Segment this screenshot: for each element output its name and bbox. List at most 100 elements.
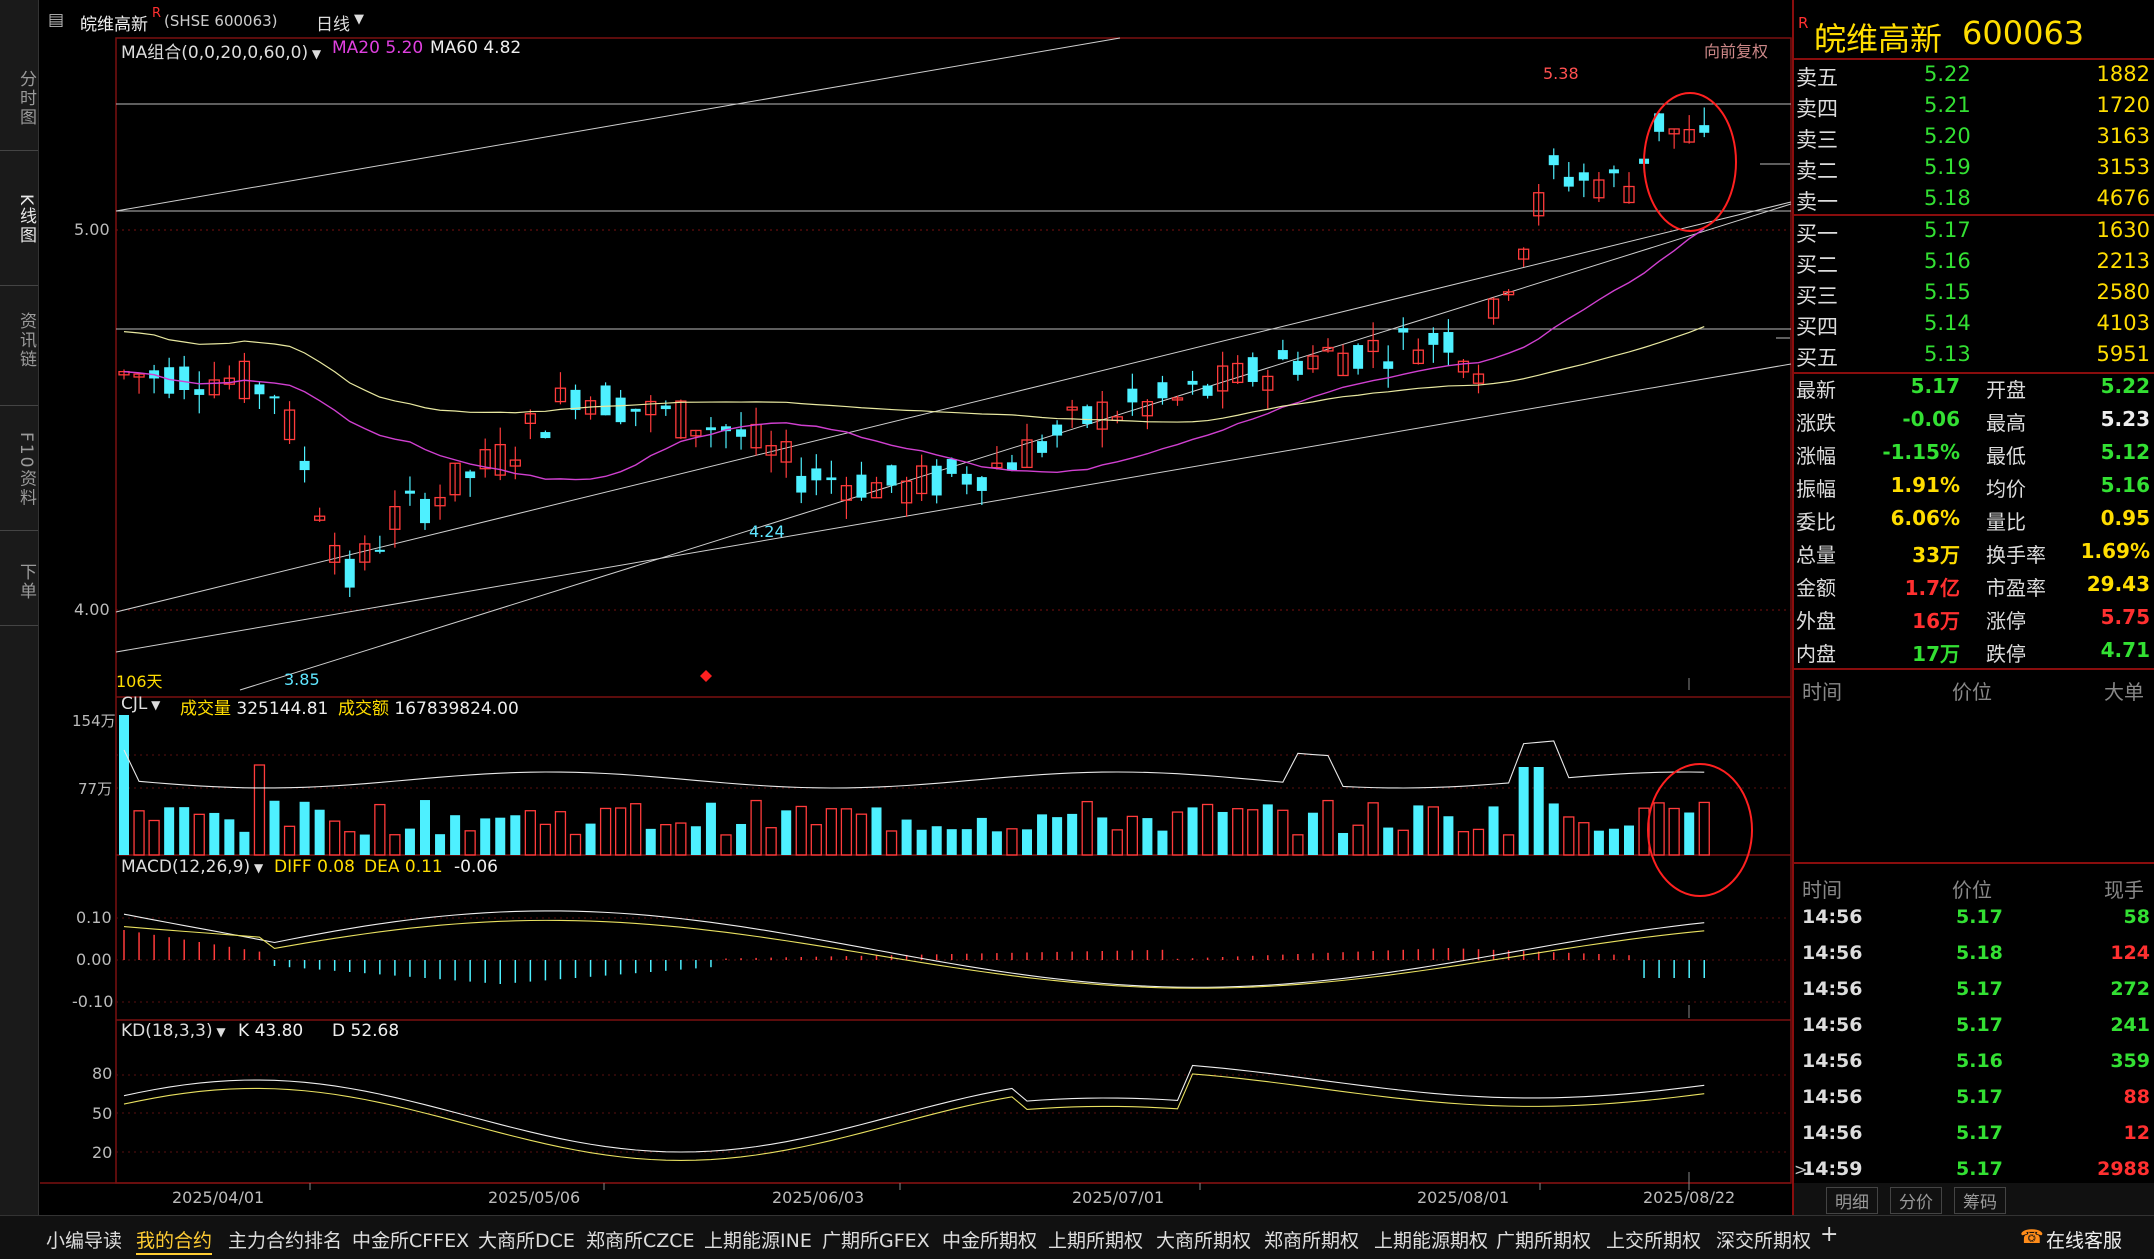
bottom-tab[interactable]: 上期能源INE (704, 1230, 812, 1252)
bottom-tab[interactable]: 郑商所期权 (1264, 1230, 1360, 1252)
nav-kline[interactable]: K线图 (16, 194, 36, 246)
chevron-right-icon[interactable]: > (1794, 1160, 1808, 1179)
bottom-tab[interactable]: 广期所GFEX (822, 1230, 930, 1252)
days-label: 106天 (116, 672, 163, 691)
kd-title[interactable]: KD(18,3,3) ▼ (121, 1021, 226, 1041)
bid-vol: 2580 (2096, 280, 2150, 304)
stat-label: 开盘 (1986, 378, 2026, 402)
tick-header-price: 价位 (1952, 878, 1992, 902)
x-date: 2025/08/22 (1643, 1188, 1736, 1207)
stat-label: 最低 (1986, 444, 2026, 468)
ask-price: 5.22 (1924, 62, 1971, 86)
stat-label: 总量 (1796, 543, 1836, 567)
tick-hand: 272 (2110, 978, 2150, 1000)
period-select[interactable]: 日线 (316, 15, 350, 35)
nav-f10[interactable]: F10资料 (16, 432, 36, 508)
bottom-tab[interactable]: 大商所DCE (478, 1230, 575, 1252)
ask-row[interactable]: 卖三 5.20 3163 (1794, 124, 2154, 156)
amt-label: 成交额 167839824.00 (338, 699, 519, 719)
nav-order[interactable]: 下单 (16, 563, 36, 601)
kline-chart[interactable] (0, 0, 1792, 1215)
tick-price: 5.18 (1956, 942, 2003, 964)
bid-row[interactable]: 买三 5.15 2580 (1794, 280, 2154, 312)
bid-row[interactable]: 买一 5.17 1630 (1794, 218, 2154, 250)
quote-subtabs: 明细 分价 筹码 (1794, 1183, 2154, 1215)
bid-label: 买四 (1796, 315, 1838, 339)
dea-label: DEA 0.11 (364, 857, 443, 877)
adjust-label[interactable]: 向前复权 (1704, 42, 1769, 61)
stat-label: 市盈率 (1986, 576, 2046, 600)
tick-price: 5.17 (1956, 906, 2003, 928)
tick-price: 5.17 (1956, 1122, 2003, 1144)
bid-row[interactable]: 买二 5.16 2213 (1794, 249, 2154, 281)
stat-label: 涨停 (1986, 609, 2026, 633)
bid-price: 5.13 (1924, 342, 1971, 366)
headset-icon[interactable]: ☎ (2020, 1226, 2044, 1248)
stat-value: 33万 (1912, 543, 1960, 567)
chevron-down-icon[interactable]: ▼ (354, 12, 364, 27)
stat-row: 外盘 16万 涨停 5.75 (1794, 605, 2154, 637)
bottom-tab[interactable]: 广期所期权 (1496, 1230, 1592, 1252)
bottom-tab[interactable]: 上交所期权 (1606, 1230, 1702, 1252)
x-date: 2025/04/01 (172, 1188, 265, 1207)
add-tab-button[interactable]: + (1820, 1222, 1839, 1247)
bid-label: 买三 (1796, 284, 1838, 308)
ask-row[interactable]: 卖一 5.18 4676 (1794, 186, 2154, 218)
bid-vol: 5951 (2096, 342, 2150, 366)
trade-header-big: 大单 (2104, 680, 2144, 704)
ma-title[interactable]: MA组合(0,0,20,0,60,0) ▼ (121, 43, 322, 63)
bid-row[interactable]: 买四 5.14 4103 (1794, 311, 2154, 343)
ask-label: 卖二 (1796, 159, 1838, 183)
bottom-tab[interactable]: 大商所期权 (1156, 1230, 1252, 1252)
tick-time: 14:56 (1802, 1086, 1863, 1108)
ask-vol: 3153 (2096, 155, 2150, 179)
nav-news[interactable]: 资讯链 (16, 311, 36, 369)
bottom-tab[interactable]: 小编导读 (46, 1230, 123, 1252)
left-nav: 分时图 K线图 资讯链 F10资料 下单 (0, 0, 39, 1215)
ask-row[interactable]: 卖二 5.19 3153 (1794, 155, 2154, 187)
bid-label: 买二 (1796, 253, 1838, 277)
subtab-price[interactable]: 分价 (1890, 1187, 1942, 1214)
stat-label: 涨跌 (1796, 411, 1836, 435)
stat-value: -0.06 (1902, 407, 1960, 431)
tick-row: 14:56 5.16 359 (1794, 1050, 2154, 1086)
online-service-button[interactable]: 在线客服 (2046, 1230, 2123, 1252)
tick-hand: 2988 (2097, 1158, 2150, 1180)
stat-value: 17万 (1912, 642, 1960, 666)
bottom-tab[interactable]: 主力合约排名 (228, 1230, 343, 1252)
y-tick: 4.00 (74, 600, 110, 619)
bottom-tab[interactable]: 中金所CFFEX (352, 1230, 470, 1252)
bottom-tab[interactable]: 郑商所CZCE (586, 1230, 695, 1252)
tick-hand: 12 (2123, 1122, 2150, 1144)
menu-icon[interactable]: ▤ (48, 10, 65, 30)
ask-row[interactable]: 卖五 5.22 1882 (1794, 62, 2154, 94)
tick-row: 14:56 5.17 58 (1794, 906, 2154, 942)
high-price-label: 5.38 (1543, 64, 1579, 83)
bottom-tab[interactable]: 上期所期权 (1048, 1230, 1144, 1252)
bottom-tab[interactable]: 中金所期权 (942, 1230, 1038, 1252)
tick-hand: 88 (2123, 1086, 2150, 1108)
bottom-tab[interactable]: 上期能源期权 (1374, 1230, 1489, 1252)
stat-label: 均价 (1986, 477, 2026, 501)
bottom-tab[interactable]: 深交所期权 (1716, 1230, 1812, 1252)
vol-title[interactable]: CJL ▼ (121, 694, 161, 714)
macd-title[interactable]: MACD(12,26,9) ▼ (121, 857, 264, 877)
x-date: 2025/06/03 (772, 1188, 865, 1207)
y-tick: 20 (92, 1143, 113, 1162)
macd-value: -0.06 (454, 857, 498, 877)
subtab-chips[interactable]: 筹码 (1954, 1187, 2006, 1214)
d-label: D 52.68 (332, 1021, 400, 1041)
ask-row[interactable]: 卖四 5.21 1720 (1794, 93, 2154, 125)
annotation-circle-volume (1647, 763, 1753, 897)
stat-value: 5.17 (1910, 374, 1960, 398)
stat-row: 振幅 1.91% 均价 5.16 (1794, 473, 2154, 505)
stat-row: 涨幅 -1.15% 最低 5.12 (1794, 440, 2154, 472)
tick-header-hand: 现手 (2104, 878, 2144, 902)
nav-fenshi[interactable]: 分时图 (16, 69, 36, 127)
subtab-detail[interactable]: 明细 (1826, 1187, 1878, 1214)
bottom-tab[interactable]: 我的合约 (136, 1226, 213, 1255)
tick-row: 14:56 5.17 272 (1794, 978, 2154, 1014)
stat-row: 金额 1.7亿 市盈率 29.43 (1794, 572, 2154, 604)
bid-row[interactable]: 买五 5.13 5951 (1794, 342, 2154, 374)
tick-row: 14:56 5.18 124 (1794, 942, 2154, 978)
